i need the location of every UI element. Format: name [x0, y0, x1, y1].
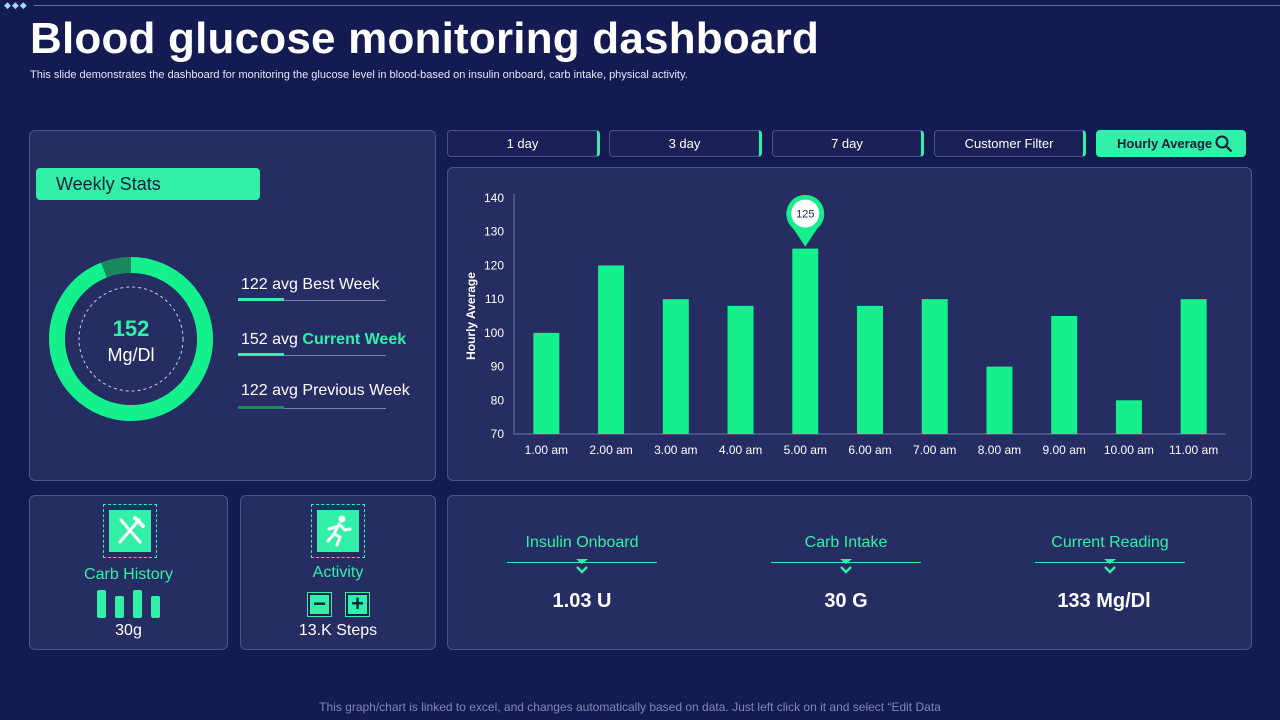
- stat-label: Current Week: [302, 331, 407, 348]
- x-tick-label: 10.00 am: [1104, 443, 1154, 457]
- top-divider: [34, 5, 1280, 6]
- x-tick-label: 2.00 am: [589, 443, 632, 457]
- stat-current-week: 152 avg Current Week: [241, 331, 406, 349]
- stat-divider: [238, 300, 386, 301]
- weekly-stats-label: Weekly Stats: [36, 168, 260, 200]
- y-tick-label: 90: [491, 360, 505, 374]
- y-axis-label: Hourly Average: [464, 272, 478, 360]
- chart-bar: [1051, 316, 1078, 434]
- glucose-donut-chart: [49, 257, 213, 421]
- filter-3-day[interactable]: 3 day: [609, 130, 762, 157]
- carb-history-label: Carb History: [84, 566, 173, 583]
- chevron-down-icon: [576, 559, 588, 574]
- y-tick-label: 70: [491, 427, 505, 441]
- x-tick-label: 11.00 am: [1169, 443, 1218, 457]
- filter-1-day[interactable]: 1 day: [447, 130, 600, 157]
- stat-label: Previous Week: [302, 382, 410, 399]
- filter-7-day[interactable]: 7 day: [772, 130, 924, 157]
- metric-value: 1.03 U: [552, 590, 612, 612]
- y-tick-label: 110: [485, 292, 504, 306]
- utensils-icon: [109, 510, 151, 552]
- carb-history-icon-frame: [103, 504, 157, 558]
- chart-bar: [598, 265, 625, 434]
- stat-value: 122 avg: [241, 276, 298, 293]
- footer-note: This graph/chart is linked to excel, and…: [319, 700, 941, 714]
- stat-divider: [238, 408, 386, 409]
- chart-bar: [727, 305, 754, 434]
- y-tick-label: 130: [484, 225, 504, 239]
- x-tick-label: 4.00 am: [719, 443, 762, 457]
- metric-value: 30 G: [824, 590, 868, 612]
- stat-indicator: [238, 298, 284, 301]
- y-tick-label: 100: [484, 326, 504, 340]
- chevron-down-icon: [840, 559, 852, 574]
- donut-dashed-ring: [78, 286, 184, 392]
- running-person-icon: [317, 510, 359, 552]
- chart-bar: [857, 305, 883, 434]
- x-tick-label: 8.00 am: [978, 443, 1021, 457]
- search-icon: [1215, 135, 1233, 153]
- donut-inner: [65, 273, 197, 405]
- donut-value: 152: [112, 316, 150, 341]
- stat-value: 122 avg: [241, 382, 298, 399]
- activity-icon-frame: [311, 504, 365, 558]
- decor-dots: ◆◆◆: [4, 0, 28, 10]
- stat-label: Best Week: [302, 276, 380, 293]
- metric-label: Current Reading: [1051, 534, 1169, 551]
- increase-button[interactable]: +: [345, 592, 370, 617]
- filter-hourly-average[interactable]: Hourly Average: [1096, 130, 1246, 157]
- donut-arc: [49, 257, 213, 421]
- callout-label: 125: [796, 209, 814, 221]
- stat-indicator: [238, 353, 284, 356]
- filter-hourly-average-label: Hourly Average: [1117, 136, 1213, 151]
- chevron-down-icon: [1104, 559, 1116, 574]
- decrease-button[interactable]: −: [307, 592, 332, 617]
- callout-pin-inner: [791, 199, 820, 228]
- x-tick-label: 7.00 am: [913, 443, 956, 457]
- page-title: Blood glucose monitoring dashboard: [30, 14, 820, 63]
- donut-unit: Mg/Dl: [107, 345, 155, 365]
- stat-previous-week: 122 avg Previous Week: [241, 382, 410, 400]
- hourly-average-chart: 70 80 90 100 110 120 130 140 Hourly Average 1.00 …: [464, 191, 1226, 457]
- activity-label: Activity: [312, 564, 364, 581]
- chart-bar: [662, 299, 689, 434]
- y-tick-label: 120: [484, 258, 504, 272]
- chart-bar: [986, 366, 1013, 434]
- filter-customer[interactable]: Customer Filter: [934, 130, 1086, 157]
- metric-value: 133 Mg/Dl: [1057, 590, 1151, 612]
- y-tick-label: 140: [484, 191, 504, 205]
- chart-bar: [921, 299, 948, 434]
- chart-bar: [792, 248, 819, 434]
- chart-bar: [1115, 400, 1142, 434]
- x-tick-label: 3.00 am: [654, 443, 697, 457]
- carb-history-value: 30g: [115, 622, 142, 639]
- page-subtitle: This slide demonstrates the dashboard fo…: [30, 69, 688, 81]
- x-tick-label: 9.00 am: [1043, 443, 1086, 457]
- metric-label: Insulin Onboard: [525, 534, 639, 551]
- x-tick-label: 1.00 am: [525, 443, 568, 457]
- stat-indicator: [238, 406, 284, 409]
- chart-bar: [1180, 299, 1207, 434]
- activity-value: 13.K Steps: [298, 622, 378, 639]
- chart-bar: [533, 332, 560, 434]
- stat-divider: [238, 355, 386, 356]
- x-tick-label: 5.00 am: [784, 443, 827, 457]
- y-tick-label: 80: [491, 393, 505, 407]
- stat-value: 152 avg: [241, 331, 298, 348]
- x-tick-label: 6.00 am: [848, 443, 891, 457]
- stat-best-week: 122 avg Best Week: [241, 276, 379, 294]
- metric-label: Carb Intake: [804, 534, 888, 551]
